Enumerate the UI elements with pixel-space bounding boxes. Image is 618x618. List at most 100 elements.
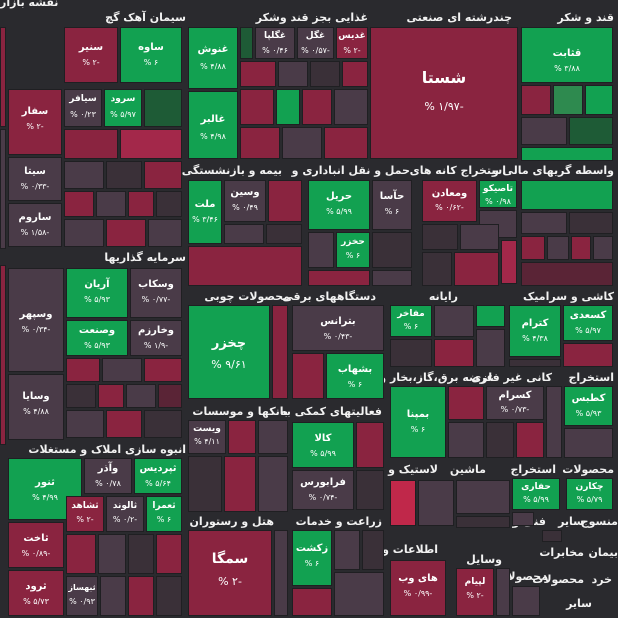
stock-tile[interactable] xyxy=(571,236,591,260)
stock-tile[interactable] xyxy=(278,61,308,87)
sector-label-retail[interactable]: خرد xyxy=(591,573,612,586)
stock-tile[interactable] xyxy=(98,534,126,574)
stock-tile[interactable] xyxy=(144,161,182,189)
stock-tile[interactable] xyxy=(66,384,96,408)
stock-tile[interactable]: بشهاب ۶ % xyxy=(326,353,384,399)
stock-tile[interactable]: ساروم -۱/۵۸ % xyxy=(8,203,62,247)
stock-tile[interactable]: غدیس -۲ % xyxy=(336,27,368,59)
stock-tile[interactable]: کسعدی ۵/۹۷ % xyxy=(563,305,613,341)
stock-tile[interactable] xyxy=(240,27,253,59)
stock-tile[interactable] xyxy=(372,232,412,268)
stock-tile[interactable] xyxy=(0,129,6,249)
stock-tile[interactable] xyxy=(282,127,322,159)
stock-tile[interactable] xyxy=(342,61,368,87)
stock-tile[interactable] xyxy=(486,422,514,458)
stock-tile[interactable] xyxy=(148,219,182,247)
sector-label-utility[interactable]: عرضه برق،گاز،بخار و xyxy=(379,371,494,384)
stock-tile[interactable]: وصنعت ۵/۹۳ % xyxy=(66,320,128,356)
stock-tile[interactable] xyxy=(98,384,124,408)
stock-tile[interactable]: کسرام -۰/۷۳ % xyxy=(486,386,544,420)
sector-label-machinery[interactable]: ماشین xyxy=(449,463,486,476)
stock-tile[interactable]: حریل ۵/۹۹ % xyxy=(308,180,370,230)
stock-tile[interactable]: ثاخت -۰/۸۹ % xyxy=(8,522,64,568)
stock-tile[interactable] xyxy=(156,576,182,616)
stock-tile[interactable] xyxy=(96,191,126,217)
stock-tile[interactable] xyxy=(106,410,142,438)
sector-label-mining[interactable]: استخراج کانه های xyxy=(409,164,506,177)
stock-tile[interactable] xyxy=(334,89,368,125)
stock-tile[interactable] xyxy=(476,305,505,327)
sector-label-agriculture[interactable]: زراعت و خدمات xyxy=(295,515,382,528)
stock-tile[interactable] xyxy=(418,480,454,526)
sector-label-financial-aux[interactable]: فعالیتهای کمکی به xyxy=(280,405,382,418)
sector-label-transport[interactable]: حمل و نقل انباداری و xyxy=(291,164,410,177)
sector-label-finance[interactable]: واسطه گریهای مالی و xyxy=(491,164,614,177)
stock-tile[interactable]: لپیام -۲ % xyxy=(456,568,494,616)
sector-label-extraction2[interactable]: استخراج xyxy=(510,463,556,476)
sector-label-rubber[interactable]: لاستیک و xyxy=(388,463,438,476)
sector-label-ceramic[interactable]: کاشی و سرامیک xyxy=(523,290,614,303)
stock-tile[interactable] xyxy=(456,516,510,528)
stock-tile[interactable] xyxy=(362,530,384,570)
sector-label-hotel[interactable]: هتل و رستوران xyxy=(189,515,274,528)
stock-tile[interactable] xyxy=(310,61,340,87)
sector-label-other2[interactable]: ساير xyxy=(566,597,592,610)
sector-label-electrical[interactable]: دستگاههای برقی xyxy=(282,290,376,303)
stock-tile[interactable] xyxy=(422,252,452,286)
sector-label-banks[interactable]: بانکها و موسسات xyxy=(192,405,288,418)
stock-tile[interactable] xyxy=(274,530,288,616)
stock-tile[interactable]: سمگا -۲ % xyxy=(188,530,272,616)
sector-label-extraction[interactable]: استخراج xyxy=(568,371,614,384)
stock-tile[interactable] xyxy=(521,117,567,145)
stock-tile[interactable] xyxy=(292,353,324,399)
stock-tile[interactable]: وآذر ۰/۷۸ % xyxy=(84,458,132,494)
sector-label-insurance[interactable]: بیمه و بازنشستگی xyxy=(181,164,282,177)
stock-tile[interactable] xyxy=(516,422,544,458)
stock-tile[interactable]: وخارزم -۱/۹ % xyxy=(130,320,182,356)
stock-tile[interactable]: چکارن ۵/۷۹ % xyxy=(566,478,613,510)
stock-tile[interactable]: قثابت ۳/۸۸ % xyxy=(521,27,613,83)
stock-tile[interactable] xyxy=(542,530,562,542)
sector-label-textile[interactable]: منسوج xyxy=(580,515,618,528)
stock-tile[interactable]: ثپردیس ۵/۶۴ % xyxy=(134,458,182,494)
stock-tile[interactable]: کالا ۵/۹۹ % xyxy=(292,422,354,468)
stock-tile[interactable] xyxy=(334,572,384,616)
stock-tile[interactable]: ساوه ۶ % xyxy=(120,27,182,83)
stock-tile[interactable]: کطبس ۵/۹۳ % xyxy=(564,386,613,426)
stock-tile[interactable]: ویست ۴/۱۱ % xyxy=(188,420,226,454)
stock-tile[interactable] xyxy=(521,147,613,161)
stock-tile[interactable] xyxy=(276,89,300,125)
stock-tile[interactable] xyxy=(64,161,104,189)
stock-tile[interactable]: غگلپا ۰/۴۶ % xyxy=(255,27,295,59)
stock-tile[interactable]: آریان ۵/۹۳ % xyxy=(66,268,128,318)
stock-tile[interactable] xyxy=(126,384,156,408)
stock-tile[interactable] xyxy=(224,224,264,244)
stock-tile[interactable] xyxy=(0,265,6,445)
stock-tile[interactable]: سیتا -۰/۳۳ % xyxy=(8,157,62,201)
stock-tile[interactable]: غگل -۰/۵۷ % xyxy=(297,27,334,59)
stock-tile[interactable]: سفار -۲ % xyxy=(8,89,62,155)
stock-tile[interactable] xyxy=(569,117,613,145)
stock-tile[interactable] xyxy=(509,359,561,367)
stock-tile[interactable] xyxy=(521,180,613,210)
stock-tile[interactable] xyxy=(512,586,540,616)
stock-tile[interactable] xyxy=(0,27,6,127)
stock-tile[interactable] xyxy=(460,224,499,250)
stock-tile[interactable]: مفاخر ۶ % xyxy=(390,305,432,337)
stock-tile[interactable] xyxy=(496,568,510,616)
stock-tile[interactable] xyxy=(593,236,613,260)
stock-tile[interactable] xyxy=(66,534,96,574)
stock-tile[interactable] xyxy=(120,129,182,159)
stock-tile[interactable]: سنیر -۲ % xyxy=(64,27,118,83)
stock-tile[interactable]: های وب -۰/۹۹ % xyxy=(390,560,446,616)
stock-tile[interactable] xyxy=(100,576,126,616)
sector-label-multi-industrial[interactable]: چندرشته ای صنعتی xyxy=(406,11,512,24)
stock-tile[interactable] xyxy=(102,358,142,382)
stock-tile[interactable] xyxy=(144,358,182,382)
stock-tile[interactable] xyxy=(454,252,499,286)
stock-tile[interactable] xyxy=(144,89,182,127)
stock-tile[interactable] xyxy=(512,512,534,526)
stock-tile[interactable]: ومعادن -۰/۶۲ % xyxy=(422,180,477,222)
stock-tile[interactable] xyxy=(64,219,104,247)
stock-tile[interactable] xyxy=(564,428,613,458)
